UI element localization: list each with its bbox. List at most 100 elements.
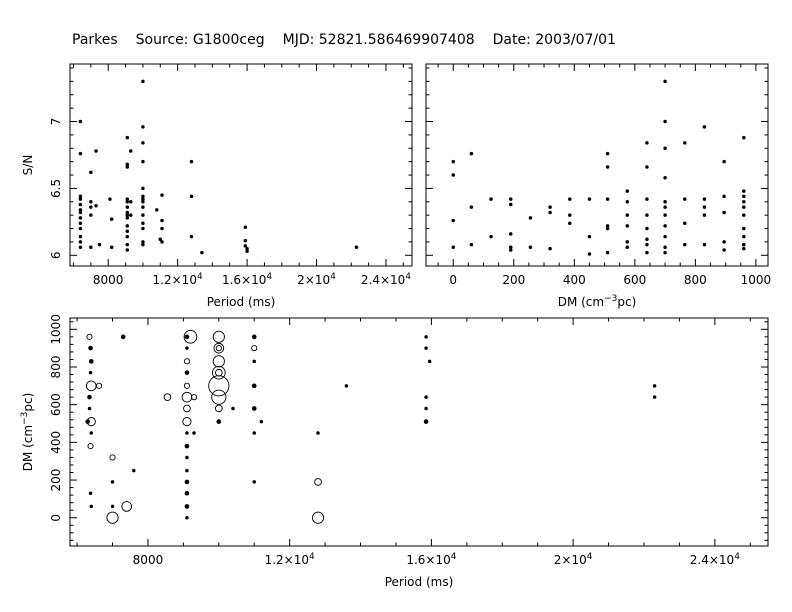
data-point [663,119,667,124]
snr-vs-period-panel: 8000 1.2×104 1.6×104 2×104 2.4×104 6 6.5 7 Perio… [21,63,413,309]
data-point [645,242,649,247]
data-point [125,234,130,239]
data-point [78,119,83,124]
data-point [508,248,513,252]
y-tick-label: 0 [49,514,63,522]
data-point [185,515,189,520]
data-point [183,404,191,413]
data-point [160,193,164,197]
x-axis-label: Period (ms) [385,575,454,589]
data-point [213,342,225,354]
data-point [645,213,649,217]
mjd-value: MJD: 52821.586469907408 [282,32,475,48]
data-point [78,245,83,250]
data-point [587,197,592,201]
data-point [141,197,145,201]
data-point [89,504,94,509]
data-point [85,419,91,424]
data-point [508,232,513,236]
data-point [605,151,610,156]
data-point [742,226,746,231]
data-point [141,226,145,231]
data-point [508,202,513,207]
data-point [451,159,455,164]
data-point [185,455,189,460]
data-point [742,213,746,217]
data-point [645,165,649,169]
plot-header: Parkes Source: G1800ceg MJD: 52821.5864699… [72,32,634,48]
data-point [184,334,190,340]
observation-date: Date: 2003/07/01 [492,32,616,48]
x-axis-label: DM (cm−3pc) [558,294,637,309]
data-point [231,406,235,411]
data-point [87,443,94,450]
data-point [110,480,115,484]
data-point [424,346,428,350]
data-point [605,226,610,231]
data-point [185,346,189,350]
data-point [469,151,474,156]
data-point [311,511,325,524]
data-point [155,208,159,212]
data-point [625,189,630,193]
data-point [742,205,746,209]
data-point [88,370,93,375]
data-point [141,242,145,247]
data-point [424,335,428,339]
data-point [125,165,130,169]
data-point [160,240,164,244]
data-point [548,205,552,209]
data-point [625,213,630,217]
data-point [89,200,93,204]
data-point [243,225,248,229]
data-point [645,250,649,255]
x-tick-label: 2×104 [554,552,593,567]
data-point [184,504,190,509]
data-point [200,250,204,255]
data-point [141,205,145,209]
data-point [88,359,94,364]
data-point [94,204,98,208]
data-point [568,197,572,201]
data-point [605,250,610,255]
data-point [722,248,726,252]
data-point [243,238,248,243]
x-tick-label: 1.6×104 [222,272,272,287]
y-tick-label: 6.5 [49,179,63,198]
data-point [125,224,130,228]
y-tick-label: 200 [49,469,63,492]
data-point [141,194,145,199]
data-point [625,245,630,250]
data-point [110,504,115,509]
data-point [489,197,493,201]
data-point [663,245,667,250]
data-point [742,234,746,239]
data-point [663,79,667,84]
data-point [645,237,649,241]
y-tick-label: 800 [49,356,63,379]
data-point [663,250,667,255]
data-point [214,404,223,413]
x-tick-label: 2.4×104 [690,552,740,567]
data-point [605,197,610,201]
x-axis-label: Period (ms) [207,295,276,309]
data-point [78,202,83,207]
data-point [158,237,163,241]
data-point [625,200,630,204]
data-point [106,511,119,524]
data-point [125,216,130,220]
data-point [89,431,94,435]
data-point [86,333,93,340]
data-point [451,218,455,223]
data-point [722,159,726,164]
x-tick-label: 8000 [93,273,124,287]
data-point [216,419,222,424]
data-point [625,224,630,228]
data-point [742,242,746,247]
data-point [702,213,707,217]
data-point [722,240,726,244]
data-point [663,175,667,180]
data-point [568,221,572,225]
data-point [742,194,746,199]
